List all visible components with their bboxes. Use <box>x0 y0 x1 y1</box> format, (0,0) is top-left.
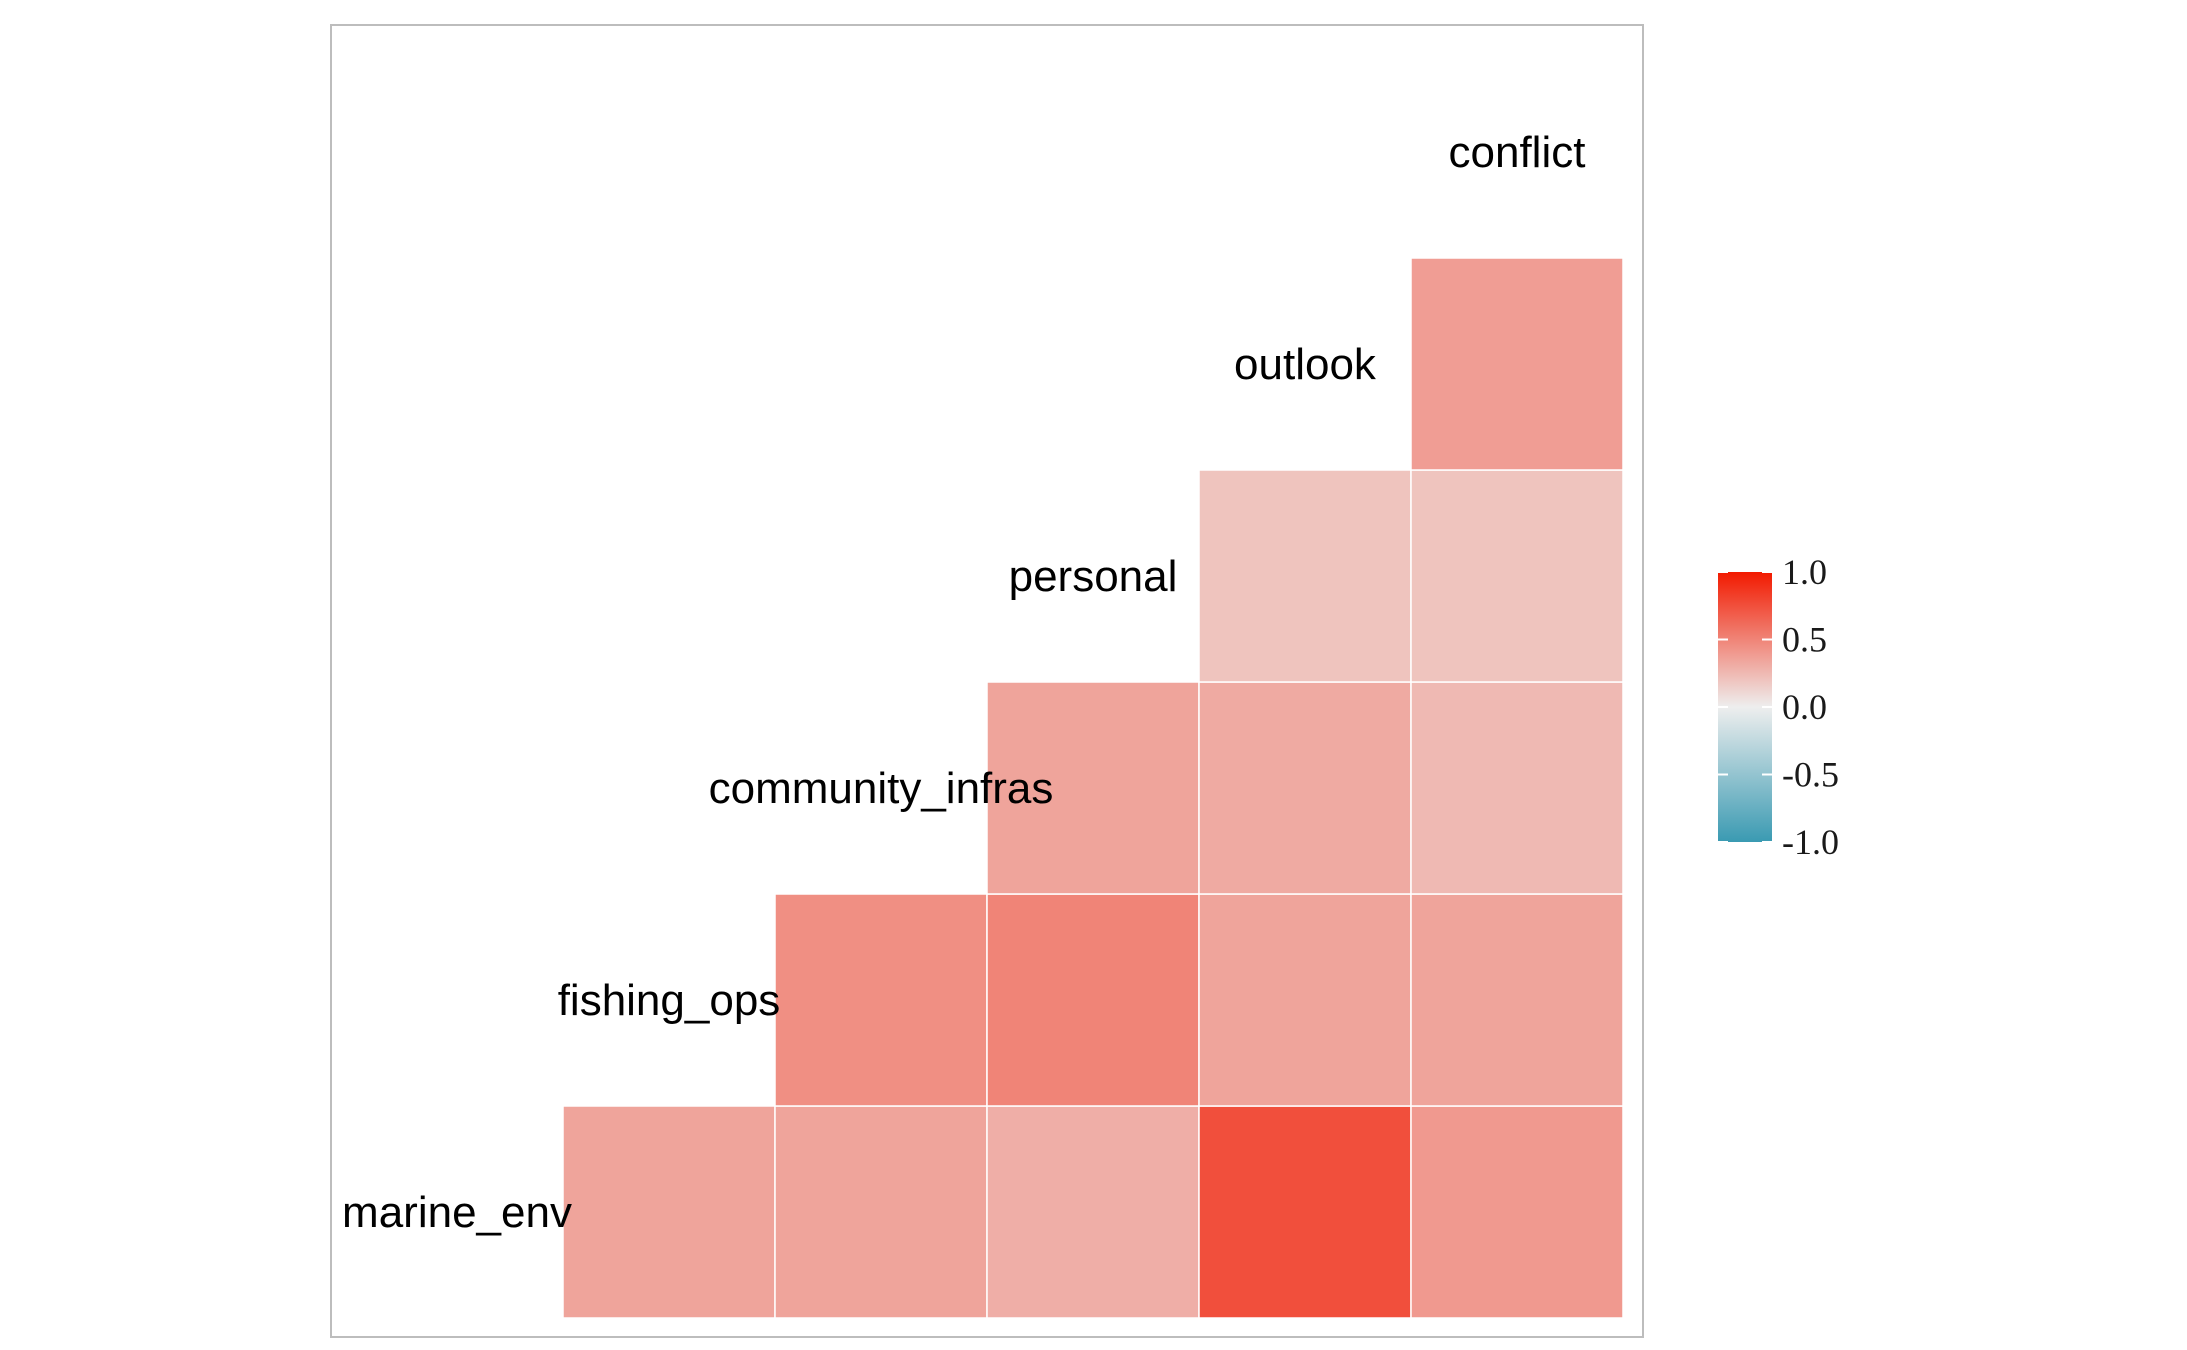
variable-label-community_infras: community_infras <box>709 764 1054 813</box>
heatmap-cell-outlook-personal <box>1198 469 1412 683</box>
legend-tick-label: 1.0 <box>1782 552 1827 592</box>
heatmap-cell-personal-fishing_ops <box>986 893 1200 1107</box>
variable-labels: marine_env fishing_ops community_infras per… <box>342 128 1585 1237</box>
variable-label-outlook: outlook <box>1234 340 1377 389</box>
variable-label-marine_env: marine_env <box>342 1188 572 1237</box>
heatmap-cell-community_infras-marine_env <box>774 1105 988 1319</box>
heatmap-cell-conflict-personal <box>1410 469 1624 683</box>
heatmap-cells <box>562 257 1624 1319</box>
legend-tick-label: -0.5 <box>1782 755 1839 795</box>
variable-label-conflict: conflict <box>1449 128 1586 177</box>
heatmap-cell-outlook-fishing_ops <box>1198 893 1412 1107</box>
heatmap-cell-personal-community_infras <box>986 681 1200 895</box>
legend-tick-label: 0.5 <box>1782 620 1827 660</box>
heatmap-cell-community_infras-fishing_ops <box>774 893 988 1107</box>
variable-label-personal: personal <box>1009 552 1178 601</box>
heatmap-cell-conflict-community_infras <box>1410 681 1624 895</box>
heatmap-cell-outlook-marine_env <box>1198 1105 1412 1319</box>
legend-tick-label: -1.0 <box>1782 822 1839 862</box>
color-legend: 1.0 0.5 0.0 -0.5 -1.0 <box>1718 552 1839 862</box>
legend-ticks: 1.0 0.5 0.0 -0.5 -1.0 <box>1718 552 1839 862</box>
heatmap-cell-personal-marine_env <box>986 1105 1200 1319</box>
legend-tick-label: 0.0 <box>1782 687 1827 727</box>
heatmap-cell-conflict-fishing_ops <box>1410 893 1624 1107</box>
heatmap-cell-conflict-outlook <box>1410 257 1624 471</box>
heatmap-cell-outlook-community_infras <box>1198 681 1412 895</box>
variable-label-fishing_ops: fishing_ops <box>558 976 781 1025</box>
heatmap-cell-fishing_ops-marine_env <box>562 1105 776 1319</box>
heatmap-cell-conflict-marine_env <box>1410 1105 1624 1319</box>
